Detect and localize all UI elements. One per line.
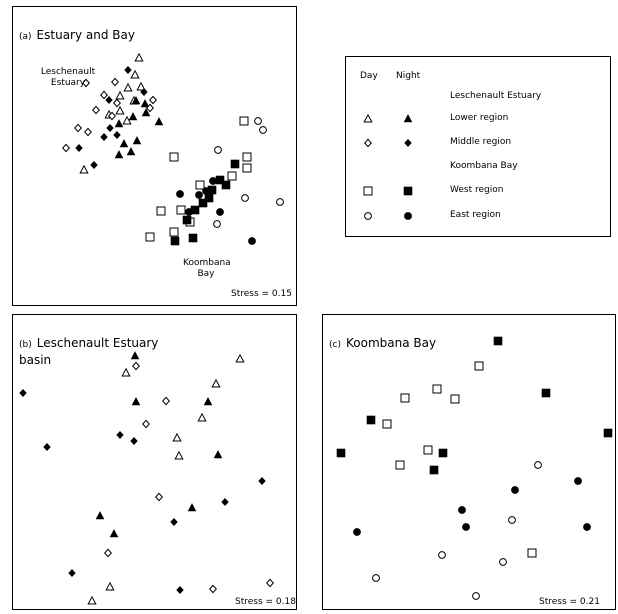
panel-a: (a) Estuary and Bay Leschenault Estuary K…	[12, 6, 297, 306]
legend-col-day: Day	[360, 71, 378, 81]
panel-c-title-text: Koombana Bay	[345, 336, 437, 350]
legend-marker-west-night	[403, 186, 413, 196]
panel-b-title: (b) Leschenault Estuary basin	[19, 321, 158, 368]
legend-marker-east-night	[404, 212, 412, 220]
legend-marker-west-day	[363, 186, 373, 196]
legend-label-middle: Middle region	[450, 137, 512, 147]
legend-marker-middle-day	[364, 138, 372, 148]
legend-markers	[363, 113, 413, 220]
legend-group-bay: Koombana Bay	[450, 161, 518, 171]
legend-label-west: West region	[450, 185, 504, 195]
panel-c-stress: Stress = 0.21	[539, 597, 600, 607]
panel-c-title: (c) Koombana Bay	[329, 321, 436, 353]
panel-a-title-text: Estuary and Bay	[36, 28, 135, 42]
legend-group-estuary: Leschenault Estuary	[450, 91, 542, 101]
legend-marker-middle-night	[404, 138, 412, 148]
legend-label-lower: Lower region	[450, 113, 509, 123]
legend: Day Night Leschenault Estuary Lower regi…	[345, 56, 611, 237]
panel-b-tag: (b)	[19, 340, 32, 350]
panel-b-title-text: Leschenault Estuary basin	[19, 336, 159, 367]
annotation-bay: Koombana Bay	[183, 258, 231, 279]
legend-label-east: East region	[450, 210, 501, 220]
panel-b-stress: Stress = 0.18	[235, 597, 296, 607]
panel-a-stress: Stress = 0.15	[231, 289, 292, 299]
panel-b: (b) Leschenault Estuary basin Stress = 0.…	[12, 314, 297, 610]
legend-marker-east-day	[364, 212, 372, 220]
panel-c-tag: (c)	[329, 340, 341, 350]
legend-marker-lower-night	[403, 114, 413, 123]
panel-a-tag: (a)	[19, 32, 32, 42]
legend-col-night: Night	[396, 71, 421, 81]
annotation-estuary: Leschenault Estuary	[40, 67, 96, 88]
panel-a-title: (a) Estuary and Bay	[19, 13, 135, 45]
legend-marker-lower-day	[363, 113, 373, 123]
panel-c: (c) Koombana Bay Stress = 0.21	[322, 314, 616, 610]
